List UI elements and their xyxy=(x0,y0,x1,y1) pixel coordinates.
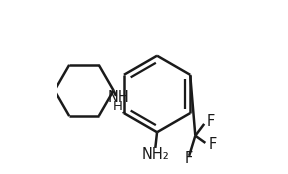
Text: F: F xyxy=(206,114,215,129)
Text: NH: NH xyxy=(107,90,129,105)
Text: NH₂: NH₂ xyxy=(141,147,169,162)
Text: F: F xyxy=(209,137,217,152)
Text: F: F xyxy=(184,151,192,166)
Text: H: H xyxy=(113,100,123,113)
